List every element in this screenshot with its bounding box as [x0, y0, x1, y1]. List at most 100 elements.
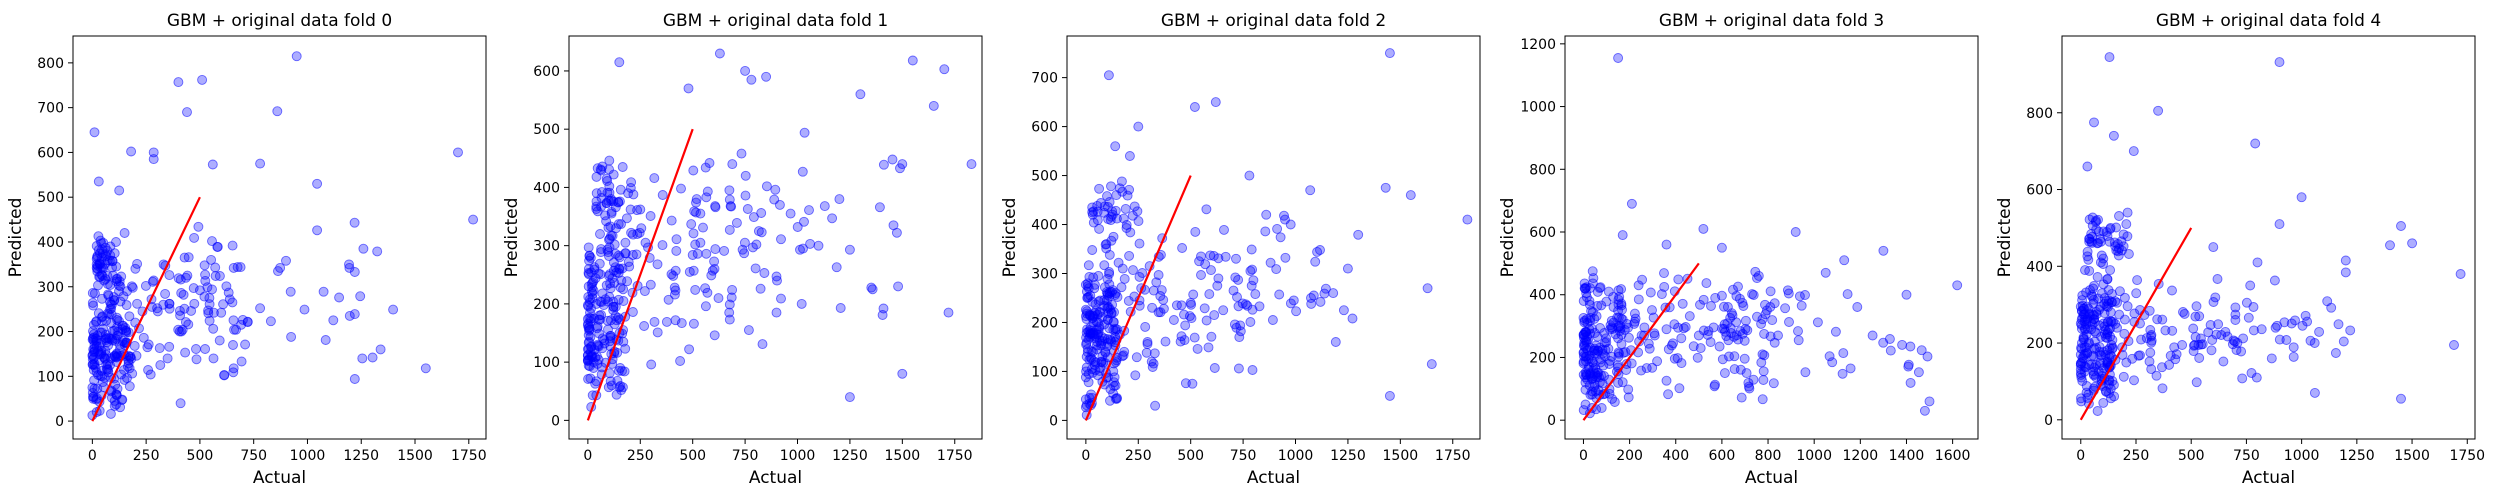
data-point	[795, 244, 805, 255]
data-point	[2152, 314, 2163, 325]
data-point	[162, 353, 173, 364]
data-point	[358, 243, 369, 254]
data-point	[1106, 287, 1117, 298]
data-point	[105, 304, 115, 315]
y-tick-label: 100	[1031, 364, 1058, 380]
data-point	[1122, 190, 1133, 201]
data-point	[1150, 400, 1161, 411]
data-point	[121, 300, 132, 311]
data-point	[155, 360, 166, 371]
data-point	[614, 57, 625, 68]
data-point	[132, 298, 143, 309]
data-point	[2455, 269, 2466, 279]
data-point	[702, 186, 713, 197]
data-point	[2077, 356, 2088, 367]
data-point	[1922, 351, 1933, 362]
chart-title: GBM + original data fold 1	[663, 11, 888, 31]
data-point	[2108, 130, 2119, 141]
data-point	[1626, 358, 1637, 369]
data-point	[1405, 190, 1416, 201]
data-point	[726, 292, 737, 303]
data-point	[216, 307, 227, 318]
y-tick-label: 600	[2026, 183, 2053, 199]
data-point	[769, 194, 780, 205]
data-point	[805, 238, 816, 249]
data-point	[1719, 301, 1729, 312]
data-point	[1233, 363, 1244, 374]
data-point	[2145, 347, 2156, 358]
data-point	[1094, 183, 1105, 194]
data-point	[1639, 322, 1650, 333]
x-tick-label: 1750	[937, 448, 973, 464]
data-point	[700, 283, 711, 294]
data-point	[1196, 270, 1206, 280]
x-tick-label: 0	[2076, 448, 2085, 464]
data-point	[756, 208, 767, 218]
data-point	[1104, 249, 1115, 260]
data-point	[1607, 393, 1618, 404]
data-point	[96, 337, 106, 348]
data-point	[1644, 343, 1655, 354]
data-point	[1830, 326, 1841, 337]
data-point	[799, 216, 809, 227]
data-point	[1106, 181, 1116, 192]
data-point	[2102, 274, 2113, 285]
data-point	[1228, 285, 1239, 296]
data-point	[2114, 211, 2124, 221]
data-point	[1616, 339, 1627, 349]
data-point	[2330, 348, 2341, 358]
data-point	[709, 256, 720, 267]
data-point	[1629, 308, 1640, 319]
data-point	[286, 331, 297, 342]
data-point	[887, 154, 898, 165]
data-point	[1663, 389, 1674, 400]
data-point	[160, 288, 171, 299]
y-axis-label: Predicted	[1498, 198, 1518, 278]
data-point	[117, 394, 128, 405]
x-axis-label: Actual	[749, 468, 802, 488]
subplot-fold-1: 0 250 500 750 1000 1250 1500 1750 0 100 200 300 400 5…	[502, 11, 983, 488]
data-point	[208, 307, 219, 318]
data-point	[1741, 368, 1752, 379]
identity-line	[586, 128, 694, 421]
data-point	[221, 281, 232, 292]
data-point	[1119, 273, 1130, 284]
data-point	[93, 176, 104, 187]
data-point	[2157, 383, 2168, 394]
data-point	[1812, 317, 1823, 328]
data-point	[2144, 356, 2155, 367]
data-point	[152, 306, 163, 317]
data-point	[129, 340, 140, 351]
data-point	[866, 282, 877, 293]
x-tick-label: 0	[583, 448, 592, 464]
data-point	[119, 228, 130, 238]
data-point	[2227, 339, 2238, 350]
data-point	[1213, 273, 1224, 284]
data-point	[1099, 260, 1110, 271]
data-point	[1179, 309, 1189, 320]
data-point	[1260, 226, 1271, 237]
chart-title: GBM + original data fold 2	[1161, 11, 1386, 31]
data-point	[1081, 332, 1092, 343]
data-point	[88, 347, 99, 358]
data-point	[2083, 254, 2094, 265]
data-point	[2251, 372, 2262, 383]
data-point	[110, 335, 121, 346]
data-point	[620, 237, 631, 248]
data-point	[1589, 345, 1600, 356]
data-point	[1768, 378, 1779, 389]
data-point	[2266, 353, 2277, 364]
data-point	[670, 315, 681, 326]
data-point	[834, 194, 845, 205]
data-point	[1736, 392, 1747, 403]
data-point	[714, 48, 725, 59]
data-point	[2122, 231, 2133, 242]
data-point	[208, 323, 219, 334]
data-point	[585, 332, 596, 343]
data-point	[2177, 340, 2188, 350]
x-tick-label: 600	[1709, 448, 1736, 464]
data-point	[1905, 341, 1916, 352]
data-point	[583, 291, 594, 302]
data-point	[108, 270, 118, 281]
data-point	[835, 303, 846, 313]
